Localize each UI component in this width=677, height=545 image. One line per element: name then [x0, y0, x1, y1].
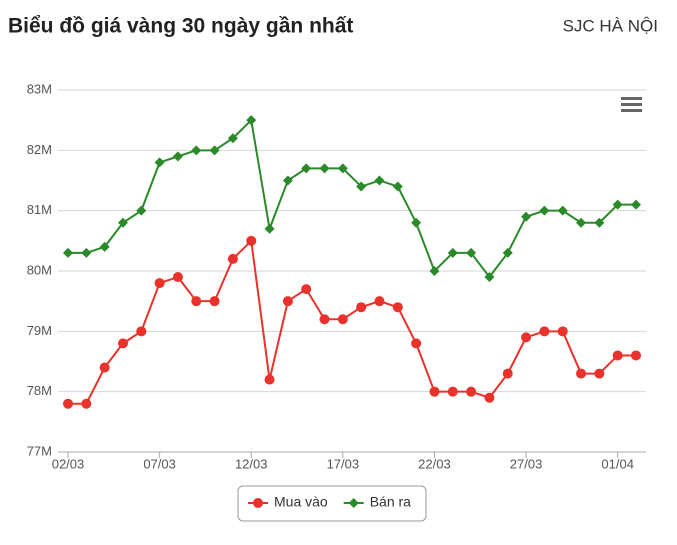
point [576, 368, 587, 379]
menu-bar [621, 103, 642, 106]
point [154, 157, 165, 168]
point [172, 151, 183, 162]
point [227, 133, 238, 144]
point [301, 163, 312, 174]
point [429, 266, 440, 276]
point [99, 241, 110, 252]
x-tick-label: 01/04 [601, 456, 634, 471]
series-line [68, 118, 636, 279]
point [392, 181, 403, 192]
point [502, 368, 513, 379]
point [484, 272, 495, 283]
series-line [68, 238, 636, 405]
point [356, 302, 367, 313]
point [209, 296, 220, 307]
point [191, 145, 202, 156]
point [117, 338, 128, 349]
point [282, 175, 293, 186]
point [246, 235, 257, 246]
y-tick-label: 81M [27, 202, 52, 217]
point [466, 386, 477, 397]
point [447, 386, 458, 397]
point [319, 163, 330, 174]
point [63, 247, 73, 258]
menu-icon[interactable] [621, 97, 642, 112]
point [539, 205, 550, 216]
legend-item[interactable]: Bán ra [343, 494, 411, 510]
legend-item[interactable]: Mua vào [248, 494, 328, 510]
legend-box [237, 485, 427, 522]
menu-bar [621, 109, 642, 112]
point [631, 350, 641, 361]
point [521, 332, 532, 343]
point [484, 392, 495, 403]
point [594, 217, 605, 228]
point [631, 199, 641, 210]
point [264, 223, 275, 234]
point [337, 314, 348, 325]
point [374, 175, 385, 186]
y-tick-label: 78M [27, 383, 52, 398]
point [447, 247, 458, 258]
point [521, 211, 532, 222]
legend-label: Mua vào [274, 494, 328, 510]
point [557, 326, 568, 337]
x-tick-label: 07/03 [143, 456, 176, 471]
legend-marker [253, 498, 263, 508]
legend-label: Bán ra [370, 494, 411, 510]
legend-marker [348, 498, 359, 508]
point [429, 386, 440, 397]
point [209, 145, 220, 156]
point [301, 284, 312, 295]
point [99, 362, 110, 373]
x-tick-label: 02/03 [52, 456, 85, 471]
point [374, 296, 385, 307]
x-tick-label: 12/03 [235, 456, 268, 471]
chart-title: Biểu đồ giá vàng 30 ngày gần nhất [8, 15, 353, 38]
point [539, 326, 550, 337]
y-tick-label: 79M [27, 323, 52, 338]
point [81, 398, 92, 409]
point [154, 278, 165, 289]
point [282, 296, 293, 307]
point [337, 163, 348, 174]
point [264, 374, 275, 385]
point [319, 314, 330, 325]
point [502, 247, 513, 258]
point [612, 350, 623, 361]
y-tick-label: 80M [27, 262, 52, 277]
point [63, 398, 73, 409]
x-tick-label: 27/03 [510, 456, 543, 471]
point [594, 368, 605, 379]
point [466, 247, 477, 258]
point [191, 296, 202, 307]
point [557, 205, 568, 216]
point [411, 338, 422, 349]
point [172, 272, 183, 283]
point [136, 205, 147, 216]
chart-subtitle: SJC HÀ NỘI [563, 16, 658, 35]
point [612, 199, 623, 210]
point [356, 181, 367, 192]
y-tick-label: 82M [27, 142, 52, 157]
menu-bar [621, 97, 642, 100]
point [392, 302, 403, 313]
x-tick-label: 17/03 [327, 456, 360, 471]
y-tick-label: 77M [27, 443, 52, 458]
point [136, 326, 147, 337]
point [227, 253, 238, 264]
point [246, 115, 257, 126]
point [117, 217, 128, 228]
point [411, 217, 422, 228]
y-tick-label: 83M [27, 81, 52, 96]
point [81, 247, 92, 258]
x-tick-label: 22/03 [418, 456, 451, 471]
point [576, 217, 587, 228]
